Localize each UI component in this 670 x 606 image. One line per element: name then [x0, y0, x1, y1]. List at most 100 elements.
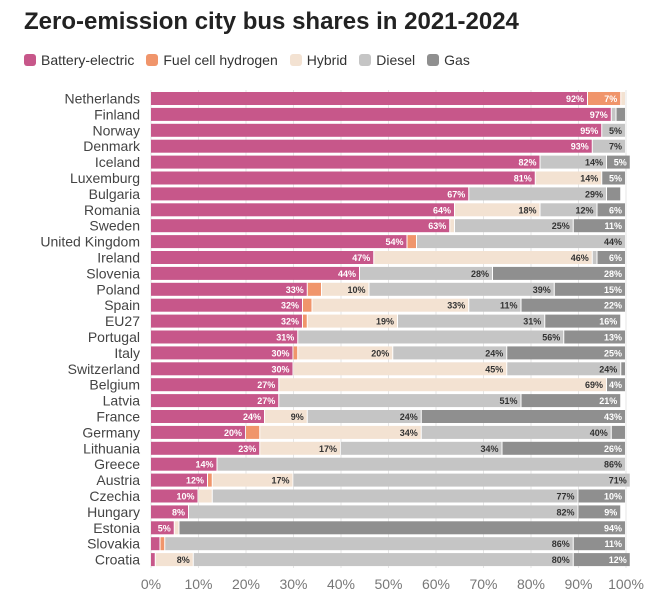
data-label: 20% [371, 348, 389, 358]
data-label: 97% [590, 110, 608, 120]
category-label: Switzerland [68, 361, 140, 377]
bar-segment-hybrid [374, 251, 592, 264]
bar-segment-hybrid [174, 521, 179, 535]
bar-segment-battery-electric [151, 489, 198, 503]
data-label: 19% [376, 317, 394, 327]
legend-label: Gas [444, 52, 470, 68]
category-label: Latvia [103, 393, 141, 409]
category-label: Spain [104, 297, 140, 313]
bar-segment-gas [502, 441, 625, 455]
bar-segment-diesel [507, 362, 621, 376]
bar-segment-diesel [398, 314, 545, 328]
data-label: 8% [172, 507, 185, 517]
bar-segment-battery-electric [151, 107, 611, 121]
bar-segment-battery-electric [151, 139, 592, 153]
data-label: 77% [556, 492, 574, 502]
bar-segment-diesel [421, 425, 611, 439]
legend-label: Fuel cell hydrogen [163, 52, 278, 68]
bar-segment-battery-electric [151, 505, 188, 519]
x-tick-label: 20% [232, 576, 260, 592]
x-tick-label: 100% [608, 576, 644, 592]
bar-segment-gas [578, 505, 621, 519]
bar-segment-fuel-cell-hydrogen [160, 537, 165, 551]
data-label: 54% [385, 237, 403, 247]
bar-segment-gas [611, 425, 625, 439]
bar-segment-gas [597, 203, 625, 217]
bar-segment-fuel-cell-hydrogen [246, 425, 260, 439]
bar-segment-hybrid [155, 553, 193, 567]
category-label: United Kingdom [40, 234, 140, 250]
data-label: 71% [609, 476, 627, 486]
bar-segment-battery-electric [151, 92, 587, 105]
legend-swatch [146, 54, 159, 66]
data-label: 32% [281, 317, 299, 327]
x-tick-label: 70% [469, 576, 497, 592]
data-label: 34% [400, 428, 418, 438]
bar-segment-gas [421, 410, 625, 423]
bar-segment-hybrid [198, 489, 212, 503]
legend-label: Hybrid [306, 52, 348, 68]
data-label: 12% [609, 555, 627, 565]
bar-segment-battery-electric [151, 346, 293, 360]
data-label: 6% [609, 253, 622, 263]
bar-segment-gas [521, 298, 625, 312]
data-label: 27% [257, 380, 275, 390]
bar-segment-diesel [369, 282, 554, 296]
legend-item-gas: Gas [427, 52, 470, 68]
x-tick-label: 60% [422, 576, 450, 592]
bar-segment-battery-electric [151, 171, 535, 185]
bar-segment-gas [507, 346, 625, 360]
bar-segment-gas [573, 537, 625, 551]
bar-segment-diesel [417, 235, 625, 249]
category-label: Portugal [88, 329, 140, 345]
data-label: 46% [571, 253, 589, 263]
bar-segment-gas [554, 282, 625, 296]
bar-segment-hybrid [265, 410, 307, 423]
legend-swatch [359, 54, 372, 66]
bar-segment-battery-electric [151, 219, 450, 233]
data-label: 39% [533, 285, 551, 295]
legend: Battery-electric Fuel cell hydrogen Hybrid… [24, 52, 470, 68]
data-label: 12% [186, 476, 204, 486]
data-label: 5% [609, 174, 622, 184]
data-label: 93% [571, 142, 589, 152]
data-label: 21% [599, 396, 617, 406]
data-label: 25% [604, 348, 622, 358]
data-label: 34% [480, 444, 498, 454]
bar-segment-gas [573, 219, 625, 233]
data-label: 82% [518, 158, 536, 168]
data-label: 26% [604, 444, 622, 454]
category-label: Germany [82, 424, 140, 440]
bar-segment-fuel-cell-hydrogen [303, 298, 312, 312]
category-label: Luxemburg [70, 170, 140, 186]
data-label: 40% [590, 428, 608, 438]
bar-segment-battery-electric [151, 187, 469, 201]
data-label: 32% [281, 301, 299, 311]
x-tick-label: 80% [517, 576, 545, 592]
bar-segment-diesel [189, 505, 578, 519]
data-label: 22% [604, 301, 622, 311]
category-label: Norway [93, 122, 140, 138]
bar-segment-battery-electric [151, 441, 260, 455]
bar-segment-diesel [592, 251, 597, 264]
data-label: 9% [604, 507, 617, 517]
data-label: 7% [604, 94, 617, 104]
legend-item-diesel: Diesel [359, 52, 415, 68]
data-label: 44% [338, 269, 356, 279]
bar-segment-hybrid [260, 441, 340, 455]
bar-segment-diesel [469, 298, 521, 312]
bar-segment-gas [607, 378, 625, 392]
bar-segment-gas [607, 155, 630, 169]
data-label: 4% [609, 380, 622, 390]
data-label: 10% [604, 492, 622, 502]
data-label: 63% [428, 221, 446, 231]
data-label: 27% [257, 396, 275, 406]
bar-segment-battery-electric [151, 537, 160, 551]
category-label: France [96, 409, 140, 425]
data-label: 64% [433, 205, 451, 215]
legend-item-hybrid: Hybrid [289, 52, 348, 68]
bar-segment-hybrid [307, 314, 397, 328]
category-label: Sweden [89, 218, 140, 234]
data-label: 29% [585, 189, 603, 199]
